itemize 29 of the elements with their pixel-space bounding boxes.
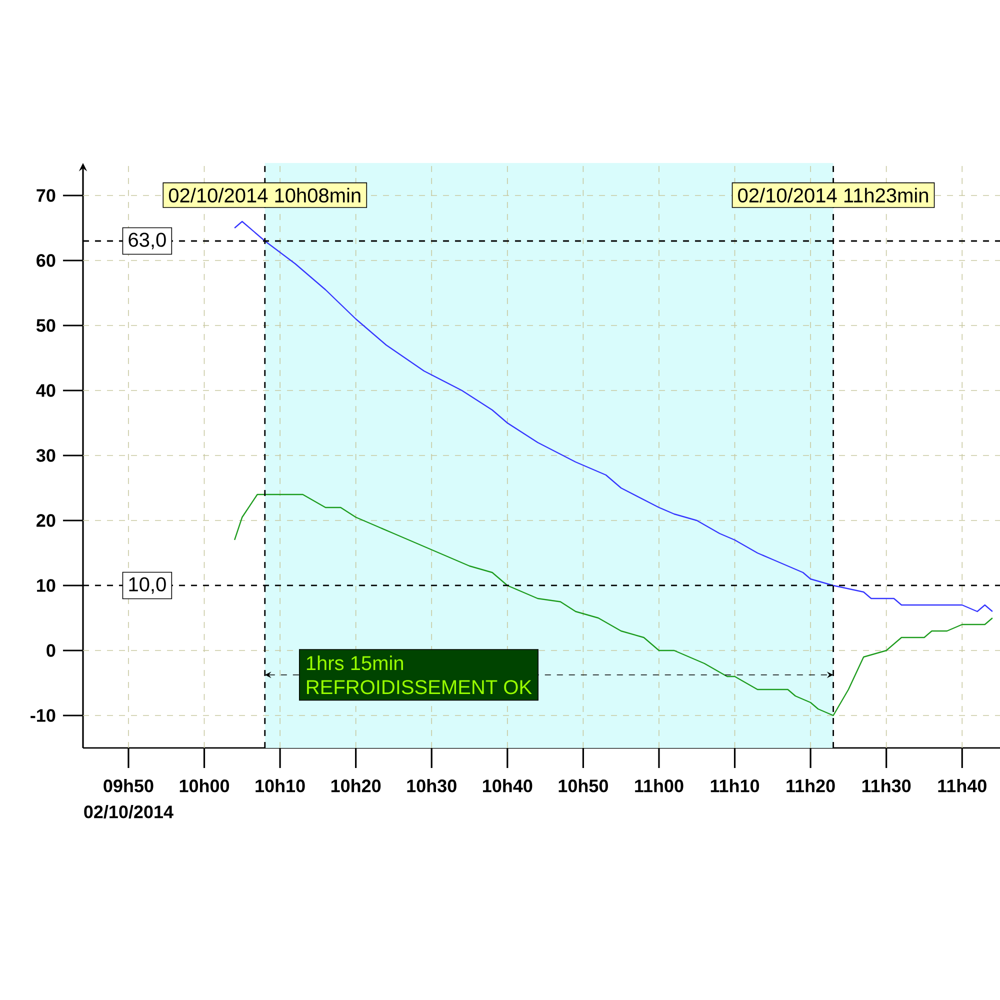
annotation: REFROIDISSEMENT OK (307, 680, 532, 694)
x-tick-label: 10h10 (256, 779, 305, 792)
ref-line-label: 02/10/2014 11h23min (738, 188, 928, 203)
x-tick-label: 11h00 (635, 779, 684, 792)
x-tick-label: 10h20 (331, 779, 381, 792)
x-tick-label: 10h50 (558, 779, 608, 792)
y-tick-label: 60 (36, 254, 56, 267)
x-tick-label: 09h50 (104, 779, 154, 792)
x-tick-label: 10h00 (180, 779, 230, 792)
y-tick-label: 10 (37, 579, 56, 592)
y-tick-label: 50 (36, 319, 56, 332)
x-tick-label: 10h40 (483, 779, 532, 792)
y-tick-label: 0 (46, 644, 56, 657)
y-tick-label: 20 (36, 514, 56, 527)
x-tick-label: 11h30 (862, 779, 911, 792)
y-tick-label: 40 (36, 384, 56, 397)
ref-line-label: 02/10/2014 10h08min (168, 188, 360, 203)
y-tick-label: 70 (36, 189, 56, 202)
y-tick-label: -10 (30, 709, 56, 722)
x-tick-label: 11h40 (938, 779, 986, 792)
x-tick-label: 11h10 (710, 779, 760, 792)
x-axis-title: 02/10/2014 (84, 805, 174, 818)
x-tick-label: 10h30 (407, 779, 456, 792)
band-label: 1hrs 15min (306, 656, 403, 670)
y-tick-label: 30 (36, 449, 56, 462)
ref-line-label: 63,0 (128, 232, 166, 250)
line-series (234, 220, 994, 612)
ref-line-label: 10,0 (129, 577, 166, 594)
x-tick-label: 11h20 (786, 779, 835, 792)
